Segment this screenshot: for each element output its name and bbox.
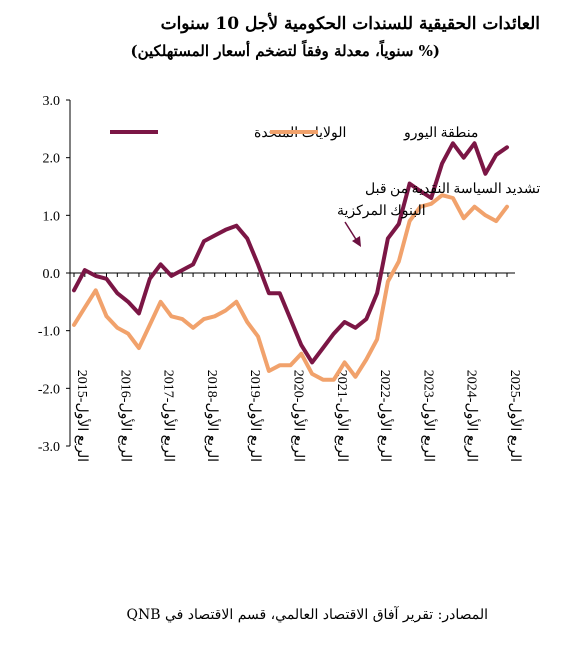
- chart-subtitle: (% سنوياً، معدلة وفقاً لتضخم أسعار المست…: [130, 42, 440, 60]
- annotation-line-2: البنوك المركزية: [337, 204, 426, 219]
- y-tick-label: -2.0: [38, 382, 60, 397]
- x-tick-label: الربع الأول-2023: [420, 370, 438, 462]
- y-tick-label: 2.0: [43, 152, 61, 167]
- x-tick-label: الربع الأول-2018: [204, 370, 222, 462]
- x-tick-label: الربع الأول-2020: [291, 370, 309, 462]
- source-note: المصادر: تقرير آفاق الاقتصاد العالمي، قس…: [126, 607, 488, 623]
- y-tick-label: 0.0: [43, 267, 61, 282]
- x-tick-label: الربع الأول-2019: [247, 370, 265, 462]
- chart-title: العائدات الحقيقية للسندات الحكومية لأجل …: [160, 14, 540, 34]
- y-tick-label: 1.0: [43, 209, 61, 224]
- x-tick-label: الربع الأول-2021: [334, 370, 352, 462]
- y-tick-label: -1.0: [38, 325, 60, 340]
- x-tick-label: الربع الأول-2024: [464, 370, 482, 462]
- series-line-1: [72, 193, 509, 382]
- legend-label-euro: منطقة اليورو: [403, 126, 478, 141]
- x-tick-label: الربع الأول-2016: [117, 370, 135, 462]
- y-tick-label: 3.0: [43, 94, 61, 109]
- annotation-arrow-shaft: [344, 221, 358, 242]
- x-tick-label: الربع الأول-2025: [507, 370, 525, 462]
- x-tick-label: الربع الأول-2022: [377, 370, 395, 462]
- annotation-line-1: تشديد السياسة النقدية من قبل: [365, 182, 540, 197]
- y-tick-label: -3.0: [38, 440, 60, 455]
- x-tick-label: الربع الأول-2017: [161, 370, 179, 462]
- x-tick-label: الربع الأول-2015: [74, 370, 92, 462]
- line-chart: 3.0 2.0 1.0 0.0 -1.0 -2.0 -3.0 الربع الأول-2015…: [38, 94, 541, 462]
- series-line-0: [72, 141, 509, 365]
- annotation-arrow-head: [352, 236, 361, 247]
